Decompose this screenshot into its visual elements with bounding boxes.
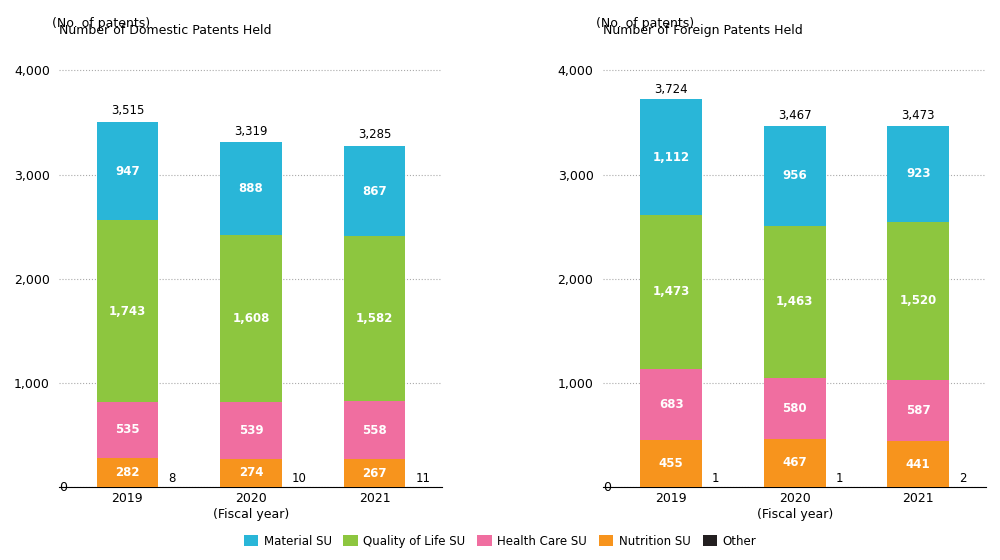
Text: 2: 2: [959, 472, 966, 485]
Text: 1,582: 1,582: [356, 312, 393, 325]
Text: Number of Domestic Patents Held: Number of Domestic Patents Held: [59, 24, 272, 36]
Text: 3,319: 3,319: [234, 125, 268, 138]
Text: 1,112: 1,112: [653, 151, 690, 164]
Text: 587: 587: [906, 404, 930, 417]
Text: 455: 455: [659, 457, 684, 470]
Text: 11: 11: [415, 472, 430, 485]
Bar: [887, 222, 949, 380]
Bar: [640, 368, 702, 440]
Bar: [344, 146, 405, 236]
Text: (No. of patents): (No. of patents): [52, 17, 150, 30]
Text: 956: 956: [782, 169, 807, 183]
Text: 888: 888: [239, 182, 263, 195]
Text: 441: 441: [906, 458, 930, 471]
Bar: [764, 126, 826, 226]
Text: 0: 0: [59, 480, 67, 494]
Text: 274: 274: [239, 466, 263, 479]
Bar: [220, 142, 282, 235]
Bar: [640, 440, 702, 487]
Text: 1,520: 1,520: [900, 295, 937, 307]
Text: 3,467: 3,467: [778, 109, 811, 122]
Text: 1: 1: [712, 472, 719, 485]
Text: 1: 1: [835, 472, 843, 485]
Text: 923: 923: [906, 167, 930, 180]
Bar: [887, 441, 949, 487]
Text: Number of Foreign Patents Held: Number of Foreign Patents Held: [603, 24, 803, 36]
Text: 3,724: 3,724: [654, 82, 688, 96]
Bar: [97, 402, 158, 458]
Legend: Material SU, Quality of Life SU, Health Care SU, Nutrition SU, Other: Material SU, Quality of Life SU, Health …: [240, 531, 760, 551]
Text: 535: 535: [115, 423, 140, 436]
Text: 867: 867: [362, 185, 387, 198]
Text: 282: 282: [115, 466, 140, 479]
Bar: [220, 235, 282, 403]
Text: 558: 558: [362, 424, 387, 437]
Bar: [344, 236, 405, 402]
Bar: [97, 221, 158, 402]
Text: 1,463: 1,463: [776, 296, 813, 309]
Bar: [220, 403, 282, 459]
Text: 10: 10: [292, 472, 307, 485]
Bar: [887, 125, 949, 222]
Text: 580: 580: [782, 402, 807, 415]
Text: 3,285: 3,285: [358, 128, 391, 141]
Text: 1,743: 1,743: [109, 305, 146, 318]
Bar: [97, 122, 158, 221]
Bar: [764, 438, 826, 487]
Text: 539: 539: [239, 424, 263, 437]
Bar: [640, 99, 702, 215]
Bar: [220, 459, 282, 487]
Text: 1,473: 1,473: [653, 286, 690, 298]
Text: 267: 267: [362, 467, 387, 480]
X-axis label: (Fiscal year): (Fiscal year): [213, 508, 289, 521]
Bar: [344, 459, 405, 487]
Bar: [764, 378, 826, 438]
X-axis label: (Fiscal year): (Fiscal year): [757, 508, 833, 521]
Bar: [344, 402, 405, 459]
Bar: [97, 458, 158, 487]
Text: 1,608: 1,608: [232, 312, 270, 325]
Bar: [640, 215, 702, 368]
Text: 3,473: 3,473: [901, 109, 935, 122]
Text: 0: 0: [603, 480, 611, 494]
Text: (No. of patents): (No. of patents): [596, 17, 694, 30]
Text: 683: 683: [659, 398, 683, 410]
Text: 947: 947: [115, 165, 140, 178]
Bar: [887, 380, 949, 441]
Text: 467: 467: [782, 456, 807, 469]
Text: 8: 8: [168, 472, 176, 485]
Bar: [764, 226, 826, 378]
Text: 3,515: 3,515: [111, 104, 144, 118]
